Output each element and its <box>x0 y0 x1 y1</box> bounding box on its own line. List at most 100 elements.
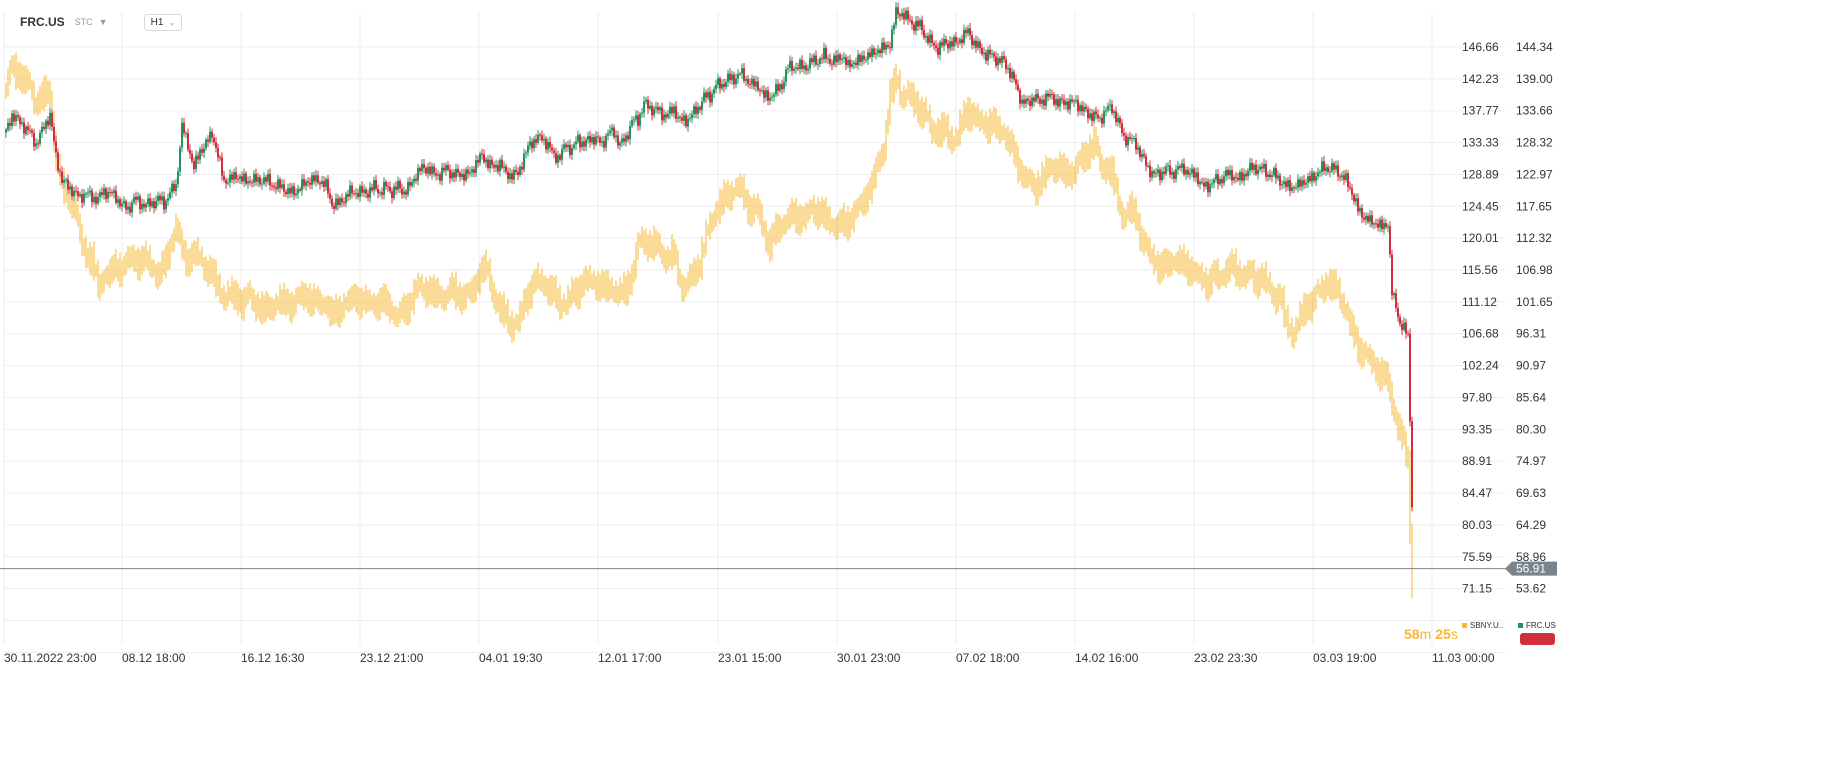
frc-candle-body <box>531 141 533 149</box>
frc-candle-body <box>1059 98 1061 107</box>
frc-candle-body <box>1037 93 1039 99</box>
frc-candle-body <box>767 90 769 101</box>
frc-candle-body <box>907 10 909 20</box>
frc-candle-body <box>81 194 83 203</box>
frc-candle-body <box>1129 137 1131 139</box>
frc-candle-body <box>267 173 269 182</box>
symbol-name[interactable]: FRC.US <box>20 15 65 29</box>
frc-candle-body <box>1113 111 1115 114</box>
frc-candle-body <box>799 59 801 70</box>
frc-candle-body <box>79 194 81 197</box>
frc-candle-body <box>1115 111 1117 123</box>
frc-candle-body <box>1087 109 1089 119</box>
frc-candle-body <box>251 182 253 184</box>
frc-candle-body <box>965 29 967 34</box>
frc-candle-body <box>1271 175 1273 178</box>
frc-candle-body <box>887 44 889 48</box>
frc-candle-body <box>1097 114 1099 118</box>
frc-candle-body <box>1191 168 1193 173</box>
frc-candle-body <box>613 127 615 138</box>
frc-candle-body <box>189 149 191 154</box>
frc-candle-body <box>763 90 765 98</box>
frc-candle-body <box>1275 168 1277 179</box>
symbol-dropdown-icon[interactable]: ▼ <box>98 17 108 27</box>
frc-candle-body <box>371 187 373 191</box>
frc-candle-body <box>677 116 679 119</box>
frc-candle-body <box>497 165 499 172</box>
frc-candle-body <box>495 165 497 168</box>
timeframe-select[interactable]: H1 ⌄ <box>143 13 183 31</box>
frc-candle-body <box>1287 180 1289 187</box>
frc-candle-body <box>73 190 75 197</box>
frc-candle-body <box>603 141 605 148</box>
frc-candle-body <box>1205 181 1207 187</box>
frc-candle-body <box>925 36 927 38</box>
frc-candle-body <box>1211 183 1213 185</box>
frc-candle-body <box>247 181 249 184</box>
frc-candle-body <box>937 47 939 55</box>
frc-candle-body <box>107 192 109 199</box>
frc-candle-body <box>1259 166 1261 170</box>
frc-candle-body <box>815 55 817 65</box>
frc-candle-body <box>363 189 365 193</box>
frc-candle-body <box>959 39 961 43</box>
frc-candle-body <box>171 183 173 193</box>
frc-candle-body <box>291 186 293 194</box>
frc-candle-body <box>9 122 11 126</box>
frc-candle-body <box>1141 154 1143 158</box>
frc-candle-body <box>507 171 509 180</box>
frc-candle-body <box>233 172 235 180</box>
frc-candle-body <box>419 168 421 172</box>
frc-candle-body <box>1061 98 1063 100</box>
frc-candle-body <box>109 192 111 194</box>
frc-candle-body <box>465 169 467 181</box>
frc-candle-body <box>1221 178 1223 184</box>
frc-candle-body <box>555 153 557 163</box>
frc-candle-body <box>61 171 63 183</box>
frc-candle-body <box>181 122 183 148</box>
frc-candle-body <box>509 173 511 180</box>
frc-candle-body <box>1063 99 1065 106</box>
frc-candle-body <box>301 179 303 191</box>
frc-candle-body <box>889 47 891 49</box>
frc-candle-body <box>143 203 145 208</box>
frc-candle-body <box>975 40 977 48</box>
frc-candle-body <box>949 41 951 49</box>
frc-candle-body <box>1019 89 1021 104</box>
frc-candle-body <box>587 135 589 140</box>
time-axis-tick: 03.03 19:00 <box>1313 651 1377 665</box>
frc-candle-body <box>731 74 733 81</box>
frc-candle-body <box>591 137 593 143</box>
frc-candle-body <box>71 186 73 197</box>
frc-candle-body <box>993 53 995 57</box>
frc-candle-body <box>285 191 287 195</box>
frc-candle-body <box>1297 179 1299 188</box>
frc-candle-body <box>153 201 155 209</box>
timeframe-label: H1 <box>150 16 164 28</box>
frc-candle-body <box>1267 174 1269 177</box>
frc-candle-body <box>479 153 481 163</box>
frc-candle-body <box>987 49 989 61</box>
frc-candle-body <box>749 83 751 85</box>
frc-candle-body <box>1157 169 1159 173</box>
frc-candle-body <box>599 137 601 143</box>
frc-candle-body <box>743 68 745 81</box>
frc-candle-body <box>809 58 811 69</box>
frc-candle-body <box>337 198 339 206</box>
frc-candle-body <box>1349 186 1351 189</box>
frc-candle-body <box>451 172 453 179</box>
frc-candle-body <box>67 179 69 190</box>
time-axis[interactable]: 30.11.2022 23:00 08.12 18:00 16.12 16:30 23… <box>4 651 1495 665</box>
frc-candle-body <box>229 174 231 183</box>
frc-axis-tick: 106.98 <box>1516 263 1553 277</box>
frc-candle-body <box>1305 182 1307 185</box>
frc-candle-body <box>1039 98 1041 104</box>
frc-candle-body <box>357 193 359 197</box>
time-axis-tick: 30.11.2022 23:00 <box>4 651 97 665</box>
sbny-price-axis[interactable]: 146.66 142.23 137.77 133.33 128.89 124.45 120.… <box>1462 40 1499 596</box>
frc-candle-body <box>1145 156 1147 166</box>
frc-price-axis[interactable]: 144.34 139.00 133.66 128.32 122.97 117.65 112.… <box>1516 40 1553 596</box>
frc-candle-body <box>1249 162 1251 171</box>
frc-candle-body <box>489 159 491 169</box>
